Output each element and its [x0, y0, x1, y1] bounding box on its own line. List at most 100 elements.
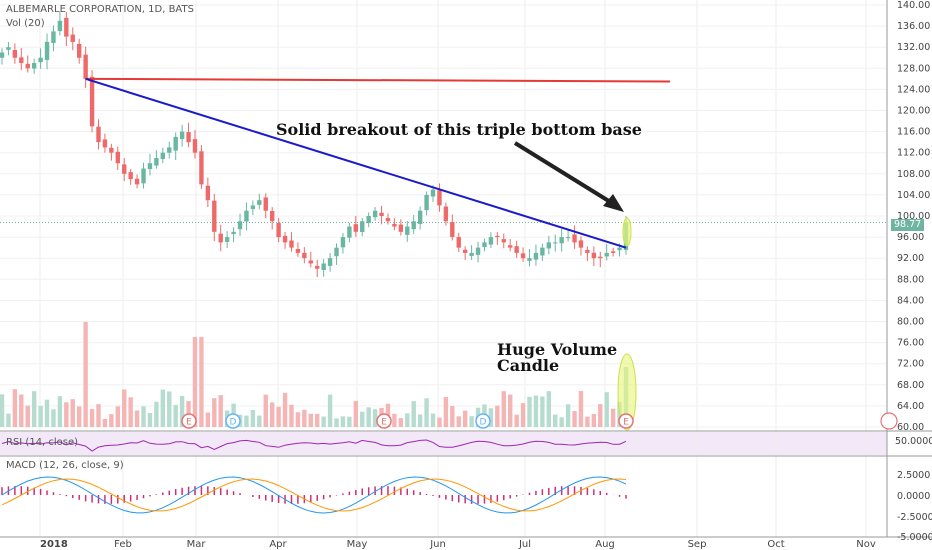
volume-annotation-line1: Huge Volume — [497, 340, 618, 359]
candle-body-14 — [89, 76, 95, 127]
volume-bar-20 — [128, 397, 133, 427]
volume-bar-94 — [604, 392, 609, 427]
volume-bar-52 — [334, 418, 339, 427]
volume-bar-25 — [160, 389, 166, 427]
candle-body-25 — [160, 152, 166, 160]
volume-bar-46 — [295, 412, 301, 427]
macd-line — [1, 476, 627, 514]
candle-body-79 — [508, 245, 513, 248]
macd-tick-label-0: 2.5000 — [897, 470, 930, 481]
volume-bar-15 — [96, 404, 101, 427]
candle-body-28 — [179, 131, 185, 140]
candle-body-24 — [154, 157, 159, 166]
candle-body-36 — [231, 231, 236, 235]
candle-body-66 — [424, 194, 429, 211]
candle-body-19 — [122, 164, 127, 174]
candle-body-13 — [83, 54, 88, 79]
price-tick-label-14: 84.00 — [897, 295, 924, 306]
macd-tick-label-1: 0.0000 — [897, 491, 930, 502]
event-marker-label-0: E — [186, 418, 192, 428]
candle-body-67 — [430, 189, 436, 197]
candle-body-4 — [25, 63, 30, 69]
candle-body-74 — [475, 247, 481, 255]
price-tick-label-15: 80.00 — [897, 317, 924, 328]
x-tick-label-0: 2018 — [40, 539, 68, 550]
candle-body-43 — [276, 223, 281, 238]
candle-body-15 — [96, 126, 101, 143]
x-tick-label-3: Apr — [269, 539, 287, 550]
volume-bar-28 — [179, 395, 185, 427]
price-tick-label-11: 96.00 — [897, 232, 924, 243]
candle-body-86 — [553, 242, 558, 244]
candle-body-59 — [379, 212, 384, 216]
volume-bar-80 — [514, 414, 519, 427]
price-tick-label-9: 104.00 — [897, 190, 930, 201]
volume-bar-4 — [25, 405, 30, 427]
breakout-arrow-shaft — [513, 141, 614, 205]
volume-bar-82 — [527, 396, 532, 427]
event-marker-circle-0 — [181, 413, 197, 429]
volume-bar-49 — [315, 413, 320, 427]
volume-bar-44 — [282, 392, 288, 427]
volume-bar-14 — [89, 409, 95, 427]
volume-bar-85 — [546, 391, 552, 427]
volume-bar-77 — [495, 405, 500, 427]
volume-bar-39 — [250, 409, 256, 427]
candle-body-95 — [610, 251, 616, 253]
candle-body-31 — [199, 151, 204, 185]
candle-body-45 — [289, 240, 294, 248]
candle-body-87 — [559, 237, 564, 244]
candle-body-1 — [6, 47, 11, 50]
price-tick-label-5: 120.00 — [897, 106, 930, 117]
candle-body-35 — [224, 237, 230, 242]
volume-bar-13 — [83, 322, 88, 427]
event-marker-circle-2 — [376, 413, 392, 429]
candle-body-18 — [115, 151, 120, 164]
candle-body-73 — [469, 252, 474, 256]
candle-body-7 — [44, 41, 50, 60]
volume-bar-64 — [411, 401, 416, 427]
volume-bar-0 — [0, 394, 5, 427]
price-tick-label-4: 124.00 — [897, 84, 930, 95]
x-tick-label-5: Jun — [429, 539, 446, 550]
candle-body-94 — [604, 252, 609, 257]
event-marker-label-3: D — [480, 418, 487, 428]
candle-body-75 — [482, 242, 487, 248]
chart-title: ALBEMARLE CORPORATION, 1D, BATS — [6, 4, 194, 15]
candle-body-93 — [598, 256, 603, 259]
candle-body-56 — [360, 221, 365, 232]
candle-body-8 — [51, 31, 56, 44]
price-tick-label-2: 132.00 — [897, 42, 930, 53]
candle-body-21 — [134, 178, 140, 185]
candle-body-68 — [437, 190, 442, 206]
candle-body-51 — [327, 258, 333, 266]
price-tick-label-20: 60.00 — [897, 422, 924, 433]
volume-bar-7 — [44, 399, 50, 427]
candle-body-22 — [141, 168, 146, 184]
candle-body-16 — [102, 139, 108, 148]
candle-body-54 — [347, 226, 352, 238]
volume-bar-6 — [38, 405, 43, 427]
candle-body-48 — [308, 260, 313, 264]
volume-bar-81 — [520, 403, 526, 427]
candle-body-64 — [411, 221, 416, 230]
volume-bar-12 — [76, 406, 82, 427]
signal-line — [1, 478, 627, 512]
candle-body-83 — [533, 252, 539, 260]
volume-bar-58 — [372, 409, 378, 427]
candle-body-44 — [282, 235, 288, 243]
candle-body-84 — [540, 247, 545, 256]
candle-body-91 — [585, 249, 590, 253]
volume-bar-42 — [269, 402, 275, 427]
volume-bar-67 — [430, 413, 436, 427]
candle-body-81 — [520, 253, 526, 259]
volume-label: Vol (20) — [6, 18, 45, 29]
price-tick-label-12: 92.00 — [897, 253, 924, 264]
rsi-tick-label-0: 50.0000 — [895, 436, 932, 447]
candle-body-50 — [321, 263, 326, 271]
volume-bar-65 — [417, 414, 423, 427]
candle-body-37 — [237, 221, 243, 230]
price-tick-label-17: 72.00 — [897, 359, 924, 370]
resistance-trendline — [85, 77, 671, 83]
